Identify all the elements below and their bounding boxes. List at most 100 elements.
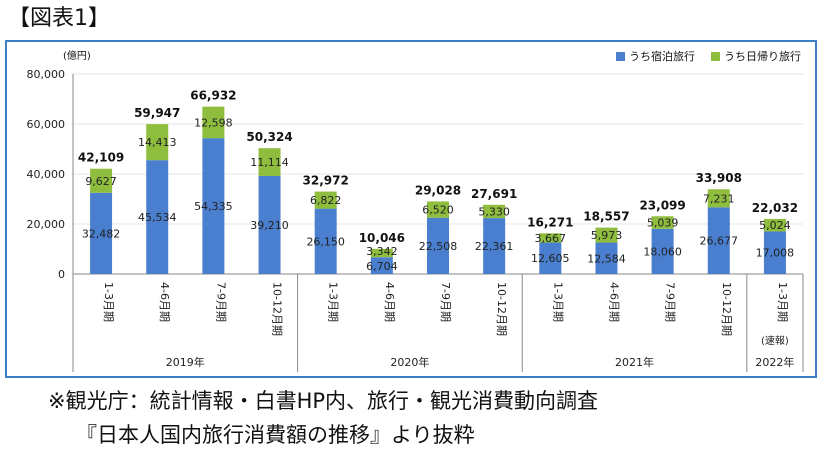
bar-daytrip (146, 124, 169, 161)
legend-item-daytrip: うち日帰り旅行 (711, 48, 801, 64)
data-label-overnight: 6,704 (366, 260, 398, 273)
data-label-overnight: 39,210 (250, 219, 289, 232)
bar-overnight (90, 192, 113, 274)
bar-daytrip (202, 106, 225, 139)
x-category-label: 4-6月期 (383, 282, 396, 322)
year-group-label: 2019年 (166, 355, 205, 369)
bar-overnight (763, 231, 786, 274)
data-label-total: 16,271 (527, 215, 573, 229)
data-label-daytrip: 9,627 (85, 175, 117, 188)
bar-daytrip (483, 204, 506, 219)
x-category-label: 1-3月期 (776, 282, 789, 322)
bar-overnight (258, 175, 281, 274)
data-label-overnight: 54,335 (194, 200, 233, 213)
y-tick-label: 80,000 (27, 68, 66, 81)
data-label-overnight: 45,534 (138, 211, 177, 224)
data-label-total: 50,324 (246, 130, 292, 144)
data-label-overnight: 22,508 (419, 240, 458, 253)
year-group-label: 2022年 (755, 355, 794, 369)
legend-swatch-overnight (616, 51, 625, 61)
x-category-label: 4-6月期 (607, 282, 620, 322)
chart-plot: 0 20,000 40,000 60,000 80,000 32,482 9,627 42,1… (27, 68, 804, 372)
data-label-total: 33,908 (696, 171, 742, 185)
bar-daytrip (763, 218, 786, 232)
legend-label-daytrip: うち日帰り旅行 (724, 50, 801, 63)
bar-daytrip (370, 248, 393, 258)
x-category-label: 7-9月期 (664, 282, 677, 322)
x-category-label: 1-3月期 (102, 282, 115, 322)
data-label-overnight: 22,361 (475, 240, 514, 253)
data-label-daytrip: 14,413 (138, 136, 177, 149)
chart-frame: (億円) うち宿泊旅行 うち日帰り旅行 0 20,000 40,000 60,000 8… (5, 40, 817, 378)
data-label-daytrip: 5,024 (759, 219, 791, 232)
bar-daytrip (539, 233, 562, 243)
data-label-daytrip: 6,520 (422, 204, 454, 217)
data-label-total: 23,099 (639, 198, 685, 212)
data-label-overnight: 12,584 (587, 252, 626, 265)
y-tick-label: 60,000 (27, 118, 66, 131)
data-label-overnight: 32,482 (82, 227, 121, 240)
source-note-line1: ※観光庁：統計情報・白書HP内、旅行・観光消費動向調査 (48, 389, 599, 413)
data-label-overnight: 26,677 (700, 235, 739, 248)
x-category-label: 1-3月期 (327, 282, 340, 322)
year-group-label: 2021年 (615, 355, 654, 369)
legend-item-overnight: うち宿泊旅行 (616, 48, 695, 64)
bar-daytrip (314, 191, 337, 209)
year-group-label: 2020年 (390, 355, 429, 369)
data-label-daytrip: 7,231 (703, 192, 735, 205)
bar-overnight (539, 242, 562, 274)
x-category-label: 4-6月期 (158, 282, 171, 322)
x-category-label: 7-9月期 (439, 282, 452, 322)
legend-swatch-daytrip (711, 51, 720, 61)
data-label-total: 10,046 (359, 231, 405, 245)
y-tick-label: 20,000 (27, 218, 66, 231)
preliminary-note: (速報) (761, 335, 789, 347)
data-label-daytrip: 3,342 (366, 245, 398, 258)
data-label-total: 27,691 (471, 187, 517, 201)
x-category-label: 10-12月期 (271, 282, 284, 336)
data-label-overnight: 18,060 (643, 245, 682, 258)
data-label-total: 66,932 (190, 89, 236, 103)
source-note-line2: 『日本人国内旅行消費額の推移』より抜粋 (76, 423, 475, 447)
data-label-daytrip: 5,039 (647, 217, 679, 230)
bar-overnight (707, 207, 730, 274)
x-category-label: 1-3月期 (551, 282, 564, 322)
bar-overnight (146, 160, 169, 274)
data-label-daytrip: 6,822 (310, 194, 342, 207)
bar-daytrip (90, 168, 113, 193)
bar-daytrip (707, 189, 730, 208)
bar-daytrip (651, 216, 674, 229)
bar-overnight (370, 257, 393, 274)
data-label-total: 42,109 (78, 151, 124, 165)
data-label-total: 18,557 (583, 210, 629, 224)
data-label-daytrip: 5,973 (591, 229, 623, 242)
bar-overnight (314, 208, 337, 274)
bar-overnight (651, 228, 674, 274)
bar-daytrip (427, 201, 449, 218)
bar-daytrip (595, 227, 618, 243)
figure-title: 【図表1】 (8, 6, 110, 31)
bar-overnight (595, 242, 618, 274)
data-label-total: 29,028 (415, 183, 461, 197)
data-label-total: 32,972 (303, 174, 349, 188)
y-tick-label: 0 (58, 268, 65, 281)
x-category-label: 7-9月期 (214, 282, 227, 322)
data-label-overnight: 26,150 (306, 235, 345, 248)
data-label-overnight: 12,605 (531, 252, 570, 265)
data-label-total: 59,947 (134, 106, 180, 120)
bar-overnight (202, 138, 225, 274)
legend-label-overnight: うち宿泊旅行 (629, 50, 695, 63)
unit-label: (億円) (63, 51, 91, 62)
x-category-label: 10-12月期 (495, 282, 508, 336)
bar-daytrip (258, 148, 281, 176)
x-category-label: 10-12月期 (720, 282, 733, 336)
data-label-daytrip: 3,667 (535, 232, 567, 245)
bar-overnight (427, 217, 449, 274)
y-tick-label: 40,000 (27, 168, 66, 181)
data-label-total: 22,032 (752, 201, 798, 215)
data-label-daytrip: 12,598 (194, 116, 233, 129)
legend: うち宿泊旅行 うち日帰り旅行 (616, 48, 801, 64)
data-label-daytrip: 11,114 (250, 156, 289, 169)
data-label-daytrip: 5,330 (478, 205, 510, 218)
bar-overnight (483, 218, 506, 274)
